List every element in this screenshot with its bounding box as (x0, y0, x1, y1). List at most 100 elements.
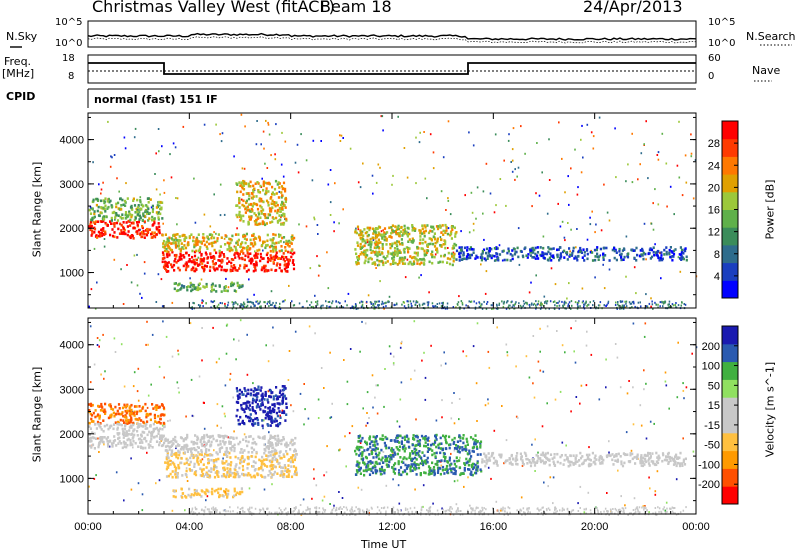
ground-scatter (524, 301, 527, 304)
echo-cell (104, 402, 107, 406)
scatter-point (650, 297, 652, 300)
echo-cell (397, 240, 401, 244)
scatter-point (206, 495, 209, 498)
echo-cell (122, 225, 125, 229)
echo-cell (179, 252, 182, 256)
ground-scatter (594, 506, 596, 509)
echo-cell (671, 258, 674, 262)
echo-cell (115, 221, 119, 225)
echo-cell (240, 185, 244, 188)
echo-cell (166, 255, 169, 259)
echo-cell (284, 206, 287, 209)
scatter-point (298, 223, 300, 226)
scatter-point (175, 447, 177, 450)
echo-cell (292, 267, 296, 271)
echo-cell (207, 439, 210, 443)
echo-cell (109, 439, 112, 443)
echo-cell (258, 248, 261, 252)
ground-scatter (294, 508, 296, 511)
echo-cell (190, 447, 193, 450)
ground-scatter (503, 301, 505, 304)
echo-cell (229, 474, 232, 477)
ground-scatter (194, 506, 197, 509)
ground-scatter (505, 307, 508, 310)
scatter-point (233, 245, 236, 248)
echo-cell (155, 440, 159, 443)
nave-label: Nave (752, 64, 781, 77)
echo-cell (229, 447, 232, 450)
echo-cell (91, 431, 94, 434)
scatter-point (428, 291, 430, 294)
echo-cell (192, 239, 195, 243)
echo-cell (256, 181, 259, 184)
echo-cell (276, 203, 279, 207)
echo-cell (123, 424, 127, 428)
echo-cell (208, 233, 211, 236)
scatter-point (434, 253, 437, 256)
ground-scatter (251, 506, 253, 509)
echo-cell (290, 255, 293, 259)
echo-cell (124, 201, 127, 204)
scatter-point (464, 194, 466, 197)
ground-scatter (293, 507, 296, 509)
echo-cell (235, 387, 238, 390)
ground-scatter (624, 507, 627, 510)
echo-cell (267, 439, 270, 442)
ground-scatter (654, 507, 657, 509)
echo-cell (91, 443, 95, 447)
echo-cell (249, 252, 252, 255)
scatter-point (685, 386, 688, 389)
echo-cell (241, 421, 244, 424)
echo-cell (269, 454, 272, 457)
echo-cell (374, 250, 377, 254)
echo-cell (203, 455, 206, 458)
echo-cell (178, 247, 181, 250)
ground-scatter (219, 302, 222, 304)
echo-cell (177, 463, 180, 467)
echo-cell (91, 403, 94, 407)
echo-cell (579, 246, 582, 250)
echo-cell (93, 423, 97, 426)
echo-cell (362, 253, 365, 256)
echo-cell (281, 187, 284, 191)
nave-tick-bottom: 0 (708, 71, 715, 82)
echo-cell (281, 200, 284, 204)
ground-scatter (268, 511, 271, 514)
echo-cell (291, 443, 294, 447)
echo-cell (100, 405, 103, 408)
echo-cell (394, 261, 397, 265)
scatter-point (312, 139, 315, 142)
echo-cell (117, 420, 120, 424)
echo-cell (155, 426, 158, 430)
ground-scatter (555, 507, 557, 510)
echo-cell (243, 182, 246, 186)
scatter-point (349, 348, 352, 350)
echo-cell (88, 409, 91, 412)
scatter-point (533, 396, 536, 399)
echo-cell (539, 246, 542, 249)
echo-cell (418, 262, 421, 266)
scatter-point (244, 125, 246, 128)
scatter-point (471, 211, 474, 214)
scatter-point (229, 372, 232, 375)
ground-scatter (224, 513, 226, 516)
scatter-point (379, 166, 381, 169)
echo-cell (647, 252, 650, 256)
echo-cell (516, 246, 519, 250)
echo-cell (565, 253, 569, 256)
echo-cell (99, 422, 102, 425)
scatter-point (472, 144, 475, 147)
scatter-point (155, 482, 157, 485)
echo-cell (271, 185, 274, 189)
scatter-point (107, 120, 109, 123)
echo-cell (228, 242, 231, 245)
echo-cell (134, 211, 137, 214)
echo-cell (250, 210, 253, 213)
echo-cell (613, 249, 616, 253)
scatter-point (267, 121, 269, 124)
echo-cell (92, 221, 95, 224)
echo-cell (293, 442, 296, 445)
ground-scatter (655, 513, 658, 516)
echo-cell (439, 260, 442, 264)
echo-cell (273, 246, 276, 250)
